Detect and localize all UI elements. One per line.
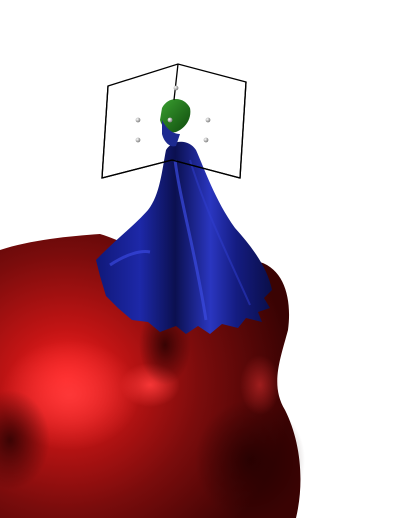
blue-surface	[96, 141, 272, 334]
marker-point	[205, 117, 211, 123]
bounding-box-markers	[135, 85, 211, 143]
bounding-box-wireframe	[101, 63, 247, 179]
marker-point	[203, 137, 209, 143]
green-cap	[160, 99, 191, 147]
marker-point	[135, 137, 141, 143]
marker-point	[135, 117, 141, 123]
marker-point	[173, 85, 179, 91]
marker-point	[167, 117, 173, 123]
